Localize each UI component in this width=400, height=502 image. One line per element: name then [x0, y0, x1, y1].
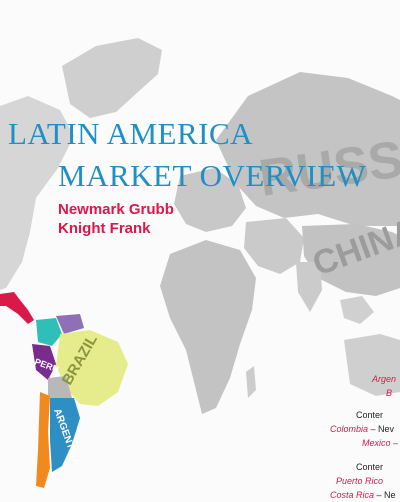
contents-row-8: Costa Rica – Ne [330, 488, 396, 502]
central-america-shape [0, 292, 34, 324]
title-line-1: LATIN AMERICA [8, 116, 254, 151]
contents-row-6: Conter [356, 462, 384, 472]
contents-row-7: Puerto Rico [336, 476, 384, 486]
se-asia-shape [340, 296, 374, 324]
brazil-shape [56, 330, 128, 406]
contents-row-8-rest: – Ne [374, 490, 396, 500]
contents-row-3: Conter [356, 410, 384, 420]
chile-shape [36, 392, 50, 488]
contents-row-2: B [386, 388, 393, 398]
colombia-shape [36, 318, 62, 346]
venezuela-shape [56, 314, 84, 334]
contents-row-8-country: Costa Rica [330, 490, 375, 500]
greenland-shape [62, 38, 162, 118]
contents-row-1: Argen [372, 374, 397, 384]
madagascar-shape [246, 366, 256, 398]
contents-row-5: Mexico – [362, 438, 399, 448]
europe-shape [174, 168, 246, 232]
middle-east-shape [244, 218, 304, 274]
australia-shape [344, 334, 400, 396]
brand-line-2: Knight Frank [58, 220, 151, 237]
title-line-2: MARKET OVERVIEW [58, 158, 367, 193]
north-america-shape [0, 96, 74, 290]
contents-row-4-rest: – Nev [368, 424, 395, 434]
africa-shape [160, 240, 256, 414]
china-shape [302, 224, 400, 296]
contents-row-4-country: Colombia [330, 424, 369, 434]
brand-line-1: Newmark Grubb [58, 201, 174, 218]
contents-row-4: Colombia – Nev [330, 422, 394, 436]
india-shape [296, 262, 322, 312]
peru-shape [32, 344, 56, 380]
russia-shape [216, 72, 400, 226]
argentina-shape [50, 398, 80, 472]
